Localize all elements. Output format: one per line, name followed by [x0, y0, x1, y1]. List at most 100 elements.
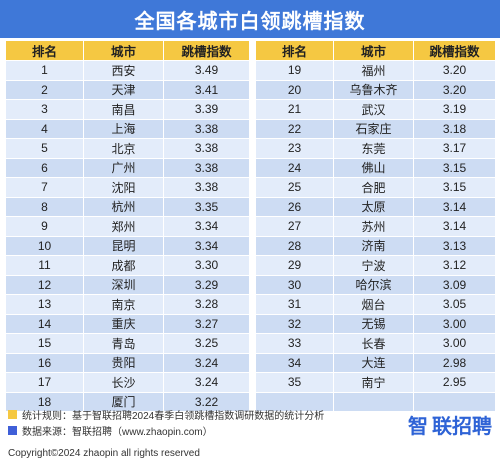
column-gap	[249, 372, 256, 392]
city-cell: 厦门	[83, 391, 164, 412]
table-row: 17 长沙 3.24 35 南宁 2.95	[5, 372, 496, 393]
rank-cell: 29	[255, 255, 334, 276]
rank-cell: 6	[5, 157, 84, 178]
rank-cell: 18	[5, 391, 84, 412]
index-cell: 3.00	[413, 313, 496, 334]
city-cell: 杭州	[83, 196, 164, 217]
index-cell: 3.12	[413, 255, 496, 276]
footer-notes: 统计规则：基于智联招聘2024春季白领跳槽指数调研数据的统计分析 数据来源：智联…	[8, 406, 492, 438]
table-row: 2 天津 3.41 20 乌鲁木齐 3.20	[5, 79, 496, 100]
table-row: 16 贵阳 3.24 34 大连 2.98	[5, 352, 496, 373]
city-cell: 深圳	[83, 274, 164, 295]
table-row: 13 南京 3.28 31 烟台 3.05	[5, 294, 496, 315]
table-row: 1 西安 3.49 19 福州 3.20	[5, 60, 496, 81]
city-cell: 长沙	[83, 372, 164, 393]
stat-rule-text: 统计规则：基于智联招聘2024春季白领跳槽指数调研数据的统计分析	[22, 410, 325, 422]
rank-cell	[255, 391, 334, 412]
index-cell: 3.49	[163, 60, 250, 81]
rank-cell: 20	[255, 79, 334, 100]
index-cell: 3.14	[413, 196, 496, 217]
column-gap	[249, 216, 256, 236]
index-cell	[413, 391, 496, 412]
column-gap	[249, 177, 256, 197]
index-cell: 2.98	[413, 352, 496, 373]
brand-mark-icon: 智	[408, 416, 428, 438]
index-cell: 3.24	[163, 372, 250, 393]
index-cell: 3.27	[163, 313, 250, 334]
header-index-left: 跳槽指数	[163, 40, 250, 61]
rank-cell: 3	[5, 99, 84, 120]
table-row: 12 深圳 3.29 30 哈尔滨 3.09	[5, 274, 496, 295]
city-cell: 东莞	[333, 138, 414, 159]
column-gap	[249, 314, 256, 334]
city-cell: 无锡	[333, 313, 414, 334]
city-cell: 青岛	[83, 333, 164, 354]
city-cell: 宁波	[333, 255, 414, 276]
index-cell: 3.38	[163, 157, 250, 178]
index-cell: 3.39	[163, 99, 250, 120]
index-cell: 3.14	[413, 216, 496, 237]
table-row: 18 厦门 3.22	[5, 391, 496, 412]
index-cell: 3.34	[163, 235, 250, 256]
city-cell: 贵阳	[83, 352, 164, 373]
index-cell: 3.00	[413, 333, 496, 354]
index-cell: 3.17	[413, 138, 496, 159]
column-gap	[249, 138, 256, 158]
rank-cell: 15	[5, 333, 84, 354]
rank-cell: 7	[5, 177, 84, 198]
column-gap	[249, 80, 256, 100]
rank-cell: 21	[255, 99, 334, 120]
city-cell	[333, 391, 414, 412]
column-gap	[249, 197, 256, 217]
table-row: 15 青岛 3.25 33 长春 3.00	[5, 333, 496, 354]
rank-cell: 22	[255, 118, 334, 139]
city-cell: 北京	[83, 138, 164, 159]
rank-cell: 12	[5, 274, 84, 295]
column-gap	[249, 99, 256, 119]
city-cell: 南昌	[83, 99, 164, 120]
rank-cell: 33	[255, 333, 334, 354]
index-cell: 3.19	[413, 99, 496, 120]
rank-cell: 24	[255, 157, 334, 178]
city-cell: 哈尔滨	[333, 274, 414, 295]
column-gap	[249, 333, 256, 353]
rank-cell: 35	[255, 372, 334, 393]
table-row: 4 上海 3.38 22 石家庄 3.18	[5, 118, 496, 139]
index-cell: 3.18	[413, 118, 496, 139]
rank-cell: 2	[5, 79, 84, 100]
city-cell: 济南	[333, 235, 414, 256]
index-cell: 3.41	[163, 79, 250, 100]
index-cell: 3.15	[413, 177, 496, 198]
index-cell: 3.28	[163, 294, 250, 315]
table-row: 8 杭州 3.35 26 太原 3.14	[5, 196, 496, 217]
column-gap	[249, 236, 256, 256]
city-cell: 福州	[333, 60, 414, 81]
city-cell: 石家庄	[333, 118, 414, 139]
table-row: 10 昆明 3.34 28 济南 3.13	[5, 235, 496, 256]
city-cell: 南京	[83, 294, 164, 315]
index-cell: 3.05	[413, 294, 496, 315]
yellow-square-icon	[8, 409, 17, 419]
header-city-left: 城市	[83, 40, 164, 61]
city-cell: 昆明	[83, 235, 164, 256]
data-source-text: 数据来源：智联招聘（www.zhaopin.com）	[22, 426, 213, 438]
rank-cell: 23	[255, 138, 334, 159]
rank-cell: 10	[5, 235, 84, 256]
header-rank-right: 排名	[255, 40, 334, 61]
rank-cell: 11	[5, 255, 84, 276]
index-cell: 3.22	[163, 391, 250, 412]
index-cell: 3.15	[413, 157, 496, 178]
rank-cell: 27	[255, 216, 334, 237]
rank-cell: 31	[255, 294, 334, 315]
rank-cell: 34	[255, 352, 334, 373]
stat-rule-note: 统计规则：基于智联招聘2024春季白领跳槽指数调研数据的统计分析	[8, 406, 492, 422]
brand-name: 联招聘	[432, 416, 492, 438]
city-cell: 武汉	[333, 99, 414, 120]
index-cell: 3.09	[413, 274, 496, 295]
city-cell: 上海	[83, 118, 164, 139]
header-index-right: 跳槽指数	[413, 40, 496, 61]
index-cell: 3.38	[163, 177, 250, 198]
index-cell: 3.20	[413, 79, 496, 100]
table-row: 9 郑州 3.34 27 苏州 3.14	[5, 216, 496, 237]
index-cell: 3.34	[163, 216, 250, 237]
